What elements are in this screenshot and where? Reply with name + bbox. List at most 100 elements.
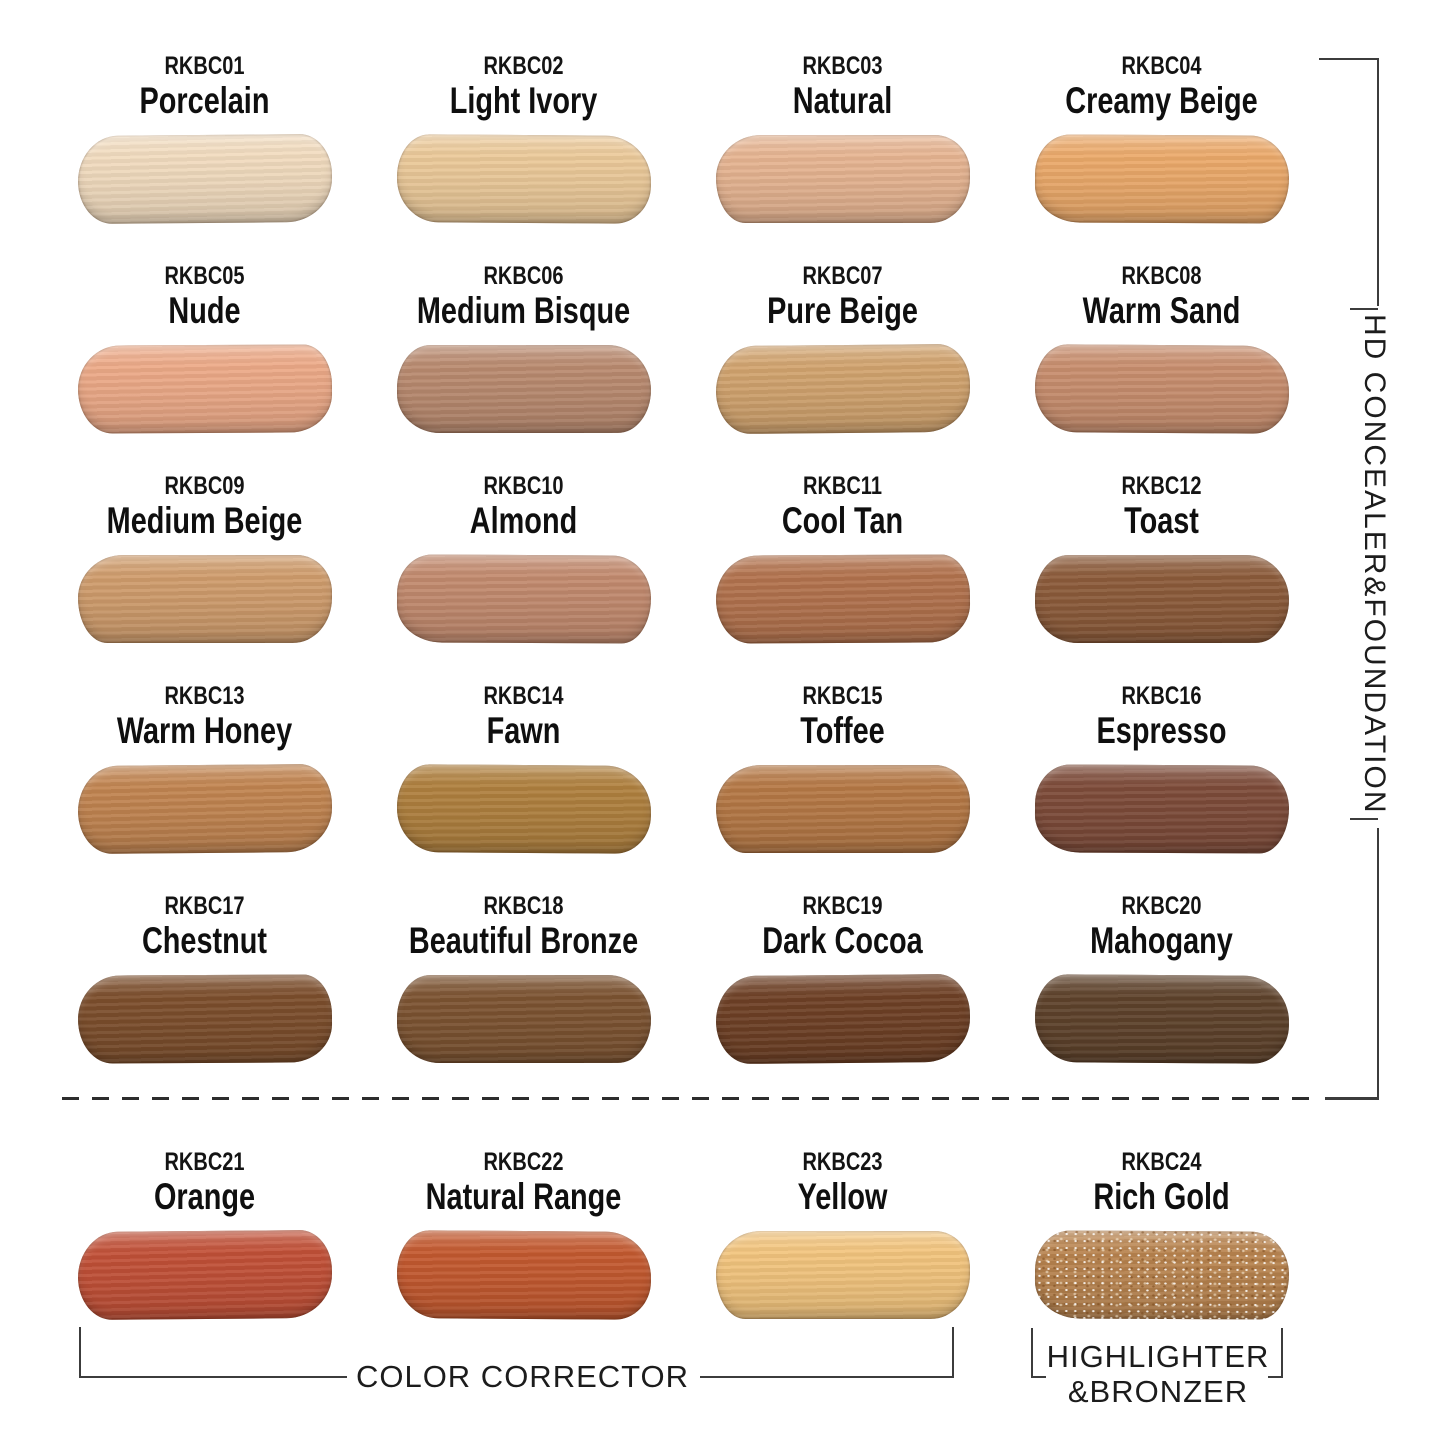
shade-code: RKBC23 — [802, 1148, 883, 1176]
bracket-corrector-right-line — [700, 1376, 954, 1378]
shade-name: Natural Range — [425, 1176, 622, 1217]
group-label-highlighter: HIGHLIGHTER &BRONZER — [1045, 1339, 1271, 1409]
shade-name: Nude — [168, 290, 241, 331]
bracket-right-upper-line — [1377, 58, 1379, 306]
shade-swatch — [77, 344, 332, 434]
shade-name: Toast — [1124, 500, 1199, 541]
shade-cell: RKBC07 Pure Beige — [683, 252, 1002, 462]
group-label-color-corrector: COLOR CORRECTOR — [355, 1359, 690, 1394]
shade-code: RKBC09 — [164, 472, 245, 500]
shade-name: Fawn — [486, 710, 561, 751]
shade-cell: RKBC21 Orange — [45, 1138, 364, 1338]
shade-cell: RKBC10 Almond — [364, 462, 683, 672]
shade-code: RKBC07 — [802, 262, 883, 290]
shade-name: Almond — [469, 500, 578, 541]
shade-cell: RKBC05 Nude — [45, 252, 364, 462]
shade-swatch — [1034, 974, 1289, 1064]
shade-code: RKBC18 — [483, 892, 564, 920]
shade-cell: RKBC09 Medium Beige — [45, 462, 364, 672]
shade-swatch — [396, 975, 651, 1063]
shade-swatch — [77, 1229, 332, 1321]
shade-cell: RKBC22 Natural Range — [364, 1138, 683, 1338]
bracket-highlighter-right-line — [1281, 1328, 1283, 1378]
bracket-corrector-left-line — [79, 1376, 347, 1378]
shade-swatch — [715, 973, 970, 1065]
shade-swatch — [396, 764, 651, 854]
shade-name: Mahogany — [1090, 920, 1233, 961]
shade-code: RKBC04 — [1121, 52, 1202, 80]
shade-cell: RKBC24 Rich Gold — [1002, 1138, 1321, 1338]
shade-name: Medium Beige — [106, 500, 303, 541]
group-label-highlighter-line2: &BRONZER — [1067, 1374, 1249, 1409]
shade-swatch — [77, 763, 332, 855]
shade-swatch — [715, 1231, 970, 1319]
shade-swatch — [1034, 764, 1289, 854]
shade-name: Orange — [153, 1176, 256, 1217]
bracket-right-lower-tick — [1350, 818, 1378, 820]
shade-swatch — [396, 554, 651, 644]
shade-name: Chestnut — [141, 920, 268, 961]
shade-swatch — [77, 555, 332, 643]
shade-cell: RKBC15 Toffee — [683, 672, 1002, 882]
shade-name: Rich Gold — [1093, 1176, 1230, 1217]
shade-cell: RKBC17 Chestnut — [45, 882, 364, 1092]
shade-code: RKBC08 — [1121, 262, 1202, 290]
shade-code: RKBC22 — [483, 1148, 564, 1176]
shade-swatch — [715, 765, 970, 853]
shade-cell: RKBC12 Toast — [1002, 462, 1321, 672]
shade-code: RKBC02 — [483, 52, 564, 80]
group-label-foundation: HD CONCEALER&FOUNDATION — [1358, 313, 1391, 815]
shade-swatch — [1034, 134, 1289, 224]
shade-name: Medium Bisque — [416, 290, 631, 331]
shade-swatch — [715, 554, 970, 644]
shade-name: Light Ivory — [449, 80, 598, 121]
shade-swatch — [396, 345, 651, 433]
shade-code: RKBC01 — [164, 52, 245, 80]
bracket-right-upper-tick — [1350, 308, 1378, 310]
shade-name: Natural — [792, 80, 893, 121]
shade-cell: RKBC18 Beautiful Bronze — [364, 882, 683, 1092]
shade-code: RKBC21 — [164, 1148, 245, 1176]
shade-cell: RKBC16 Espresso — [1002, 672, 1321, 882]
shade-name: Creamy Beige — [1065, 80, 1258, 121]
shade-code: RKBC12 — [1121, 472, 1202, 500]
shade-cell: RKBC23 Yellow — [683, 1138, 1002, 1338]
shade-code: RKBC11 — [803, 472, 882, 500]
shade-name: Beautiful Bronze — [408, 920, 639, 961]
shade-code: RKBC24 — [1121, 1148, 1202, 1176]
shade-cell: RKBC14 Fawn — [364, 672, 683, 882]
foundation-shade-grid: RKBC01 Porcelain RKBC02 Light Ivory RKBC… — [45, 42, 1321, 1092]
shade-name: Warm Honey — [116, 710, 293, 751]
shade-cell: RKBC04 Creamy Beige — [1002, 42, 1321, 252]
bracket-highlighter-right-foot — [1268, 1376, 1283, 1378]
corrector-shade-grid: RKBC21 Orange RKBC22 Natural Range RKBC2… — [45, 1138, 1321, 1338]
shade-swatch — [715, 343, 970, 435]
shade-name: Dark Cocoa — [762, 920, 923, 961]
shade-name: Espresso — [1096, 710, 1227, 751]
shade-code: RKBC10 — [483, 472, 564, 500]
shade-swatch — [1034, 344, 1289, 434]
shade-swatch — [1034, 555, 1289, 643]
bracket-right-top-corner — [1319, 58, 1379, 60]
shade-code: RKBC05 — [164, 262, 245, 290]
shade-code: RKBC14 — [483, 682, 564, 710]
shade-cell: RKBC03 Natural — [683, 42, 1002, 252]
shade-name: Porcelain — [139, 80, 270, 121]
shade-name: Warm Sand — [1082, 290, 1241, 331]
shade-cell: RKBC01 Porcelain — [45, 42, 364, 252]
shade-swatch — [77, 974, 332, 1064]
shade-code: RKBC17 — [164, 892, 245, 920]
shade-code: RKBC16 — [1121, 682, 1202, 710]
shade-cell: RKBC13 Warm Honey — [45, 672, 364, 882]
shade-code: RKBC06 — [483, 262, 564, 290]
shade-name: Pure Beige — [767, 290, 918, 331]
shade-swatch — [715, 135, 970, 223]
dashed-divider — [62, 1097, 1320, 1100]
shade-code: RKBC15 — [802, 682, 883, 710]
bracket-right-bottom-corner — [1325, 1097, 1379, 1100]
shade-swatch — [396, 1230, 651, 1320]
shade-swatch-shimmer — [1034, 1230, 1289, 1320]
shade-swatch — [396, 134, 651, 224]
shade-name: Yellow — [797, 1176, 888, 1217]
